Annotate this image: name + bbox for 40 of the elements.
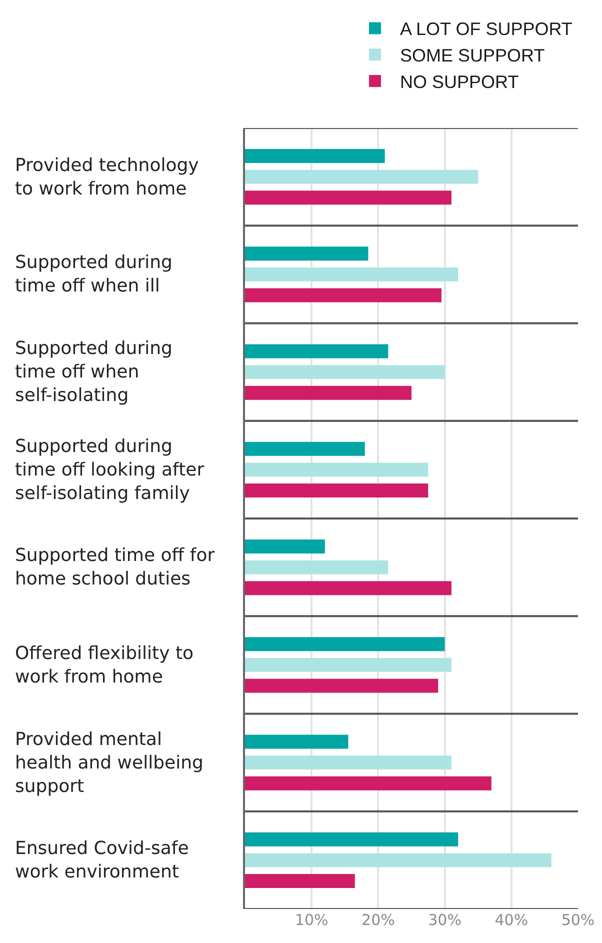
bar [245, 637, 445, 652]
bar [245, 540, 325, 554]
y-tick-label: Provided technology to work from home [15, 155, 200, 200]
y-tick-label: Supported during time off looking after self-isolating family [15, 436, 205, 504]
bar [245, 832, 458, 846]
bar [245, 386, 412, 400]
x-tick-label: 20% [362, 911, 395, 929]
bar [245, 484, 428, 498]
x-tick-label: 50% [561, 911, 595, 929]
bar [245, 678, 438, 693]
x-tick-label: 40% [494, 911, 528, 929]
x-tick-label: 10% [294, 911, 328, 929]
y-tick-label: Ensured Covid-safe work environment [15, 838, 189, 882]
bar [245, 853, 552, 868]
legend-label: NO SUPPORT [400, 72, 519, 92]
y-tick-label: Supported during time off when ill [15, 252, 172, 296]
bar [245, 149, 385, 163]
bar [245, 190, 452, 205]
bar [245, 756, 452, 770]
y-tick-label: Offered flexibility to work from home [15, 643, 194, 688]
bar [245, 344, 388, 358]
bar [245, 288, 442, 302]
bar [245, 581, 452, 596]
bar [245, 874, 355, 888]
bar [245, 442, 365, 456]
y-tick-label: Provided mental health and wellbeing support [15, 729, 204, 797]
bar [245, 658, 452, 672]
bar [245, 170, 478, 184]
y-tick-label: Supported during time off when self-isolating [15, 338, 172, 406]
y-tick-label: Supported time off for home school duties [15, 545, 216, 590]
legend-label: A LOT OF SUPPORT [400, 19, 572, 40]
bar [245, 267, 458, 282]
x-tick-label: 30% [428, 911, 462, 929]
bar [245, 365, 445, 380]
bar [245, 246, 368, 261]
bar [245, 734, 348, 749]
legend-label: SOME SUPPORT [400, 46, 545, 66]
bar [245, 462, 428, 477]
bar [245, 560, 388, 574]
bar [245, 776, 492, 790]
